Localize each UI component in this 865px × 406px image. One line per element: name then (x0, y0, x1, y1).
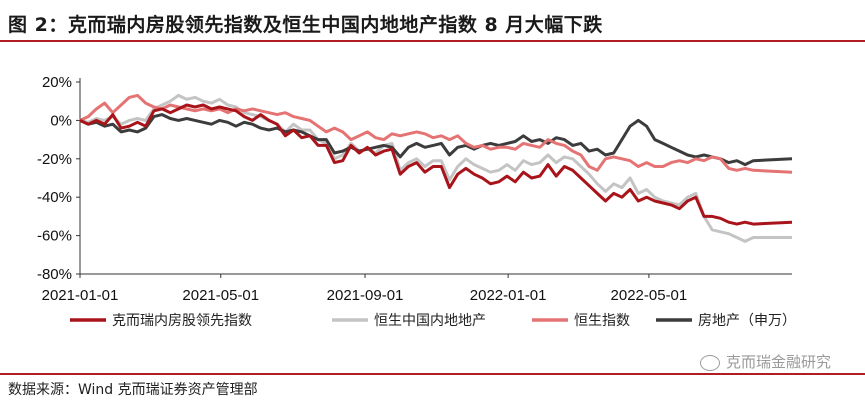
series-line-1 (79, 93, 792, 243)
wechat-icon (699, 354, 720, 371)
legend-label: 克而瑞内房股领先指数 (112, 313, 252, 329)
plot-area (79, 93, 793, 243)
legend: 克而瑞内房股领先指数 恒生中国内地地产 恒生指数 房地产（申万） (70, 313, 796, 329)
legend-label: 房地产（申万） (698, 313, 796, 329)
y-tick-label: 20% (42, 74, 72, 91)
y-tick-label: -80% (37, 266, 72, 283)
title-divider (0, 40, 865, 42)
y-tick-label: -40% (37, 189, 72, 206)
x-tick-label: 2021-05-01 (182, 287, 259, 304)
legend-label: 恒生指数 (574, 313, 630, 329)
footer-divider (0, 373, 865, 375)
y-tick-label: -60% (37, 228, 72, 245)
x-tick-label: 2022-01-01 (470, 287, 547, 304)
x-tick-label: 2022-05-01 (611, 287, 688, 304)
legend-label: 恒生中国内地地产 (374, 313, 486, 329)
y-tick-label: 0% (50, 112, 72, 129)
series-line-0 (79, 103, 793, 226)
y-tick-label: -20% (37, 151, 72, 168)
watermark-text: 克而瑞金融研究 (725, 353, 831, 371)
x-axis: 2021-01-01 2021-05-01 2021-09-01 2022-01-01… (42, 273, 792, 304)
y-axis: 20% 0% -20% -40% -60% -80% (37, 74, 81, 283)
x-tick-label: 2021-01-01 (42, 287, 119, 304)
line-chart: 20% 0% -20% -40% -60% -80% 2021-01-01 2021-05-… (37, 74, 796, 329)
x-tick-label: 2021-09-01 (327, 287, 404, 304)
series-line-3 (79, 113, 793, 167)
watermark: 克而瑞金融研究 (699, 351, 831, 372)
chart-title: 图 2：克而瑞内房股领先指数及恒生中国内地地产指数 8 月大幅下跌 (8, 14, 603, 36)
series-line-2 (79, 93, 793, 174)
source-note: 数据来源：Wind 克而瑞证券资产管理部 (8, 382, 258, 398)
